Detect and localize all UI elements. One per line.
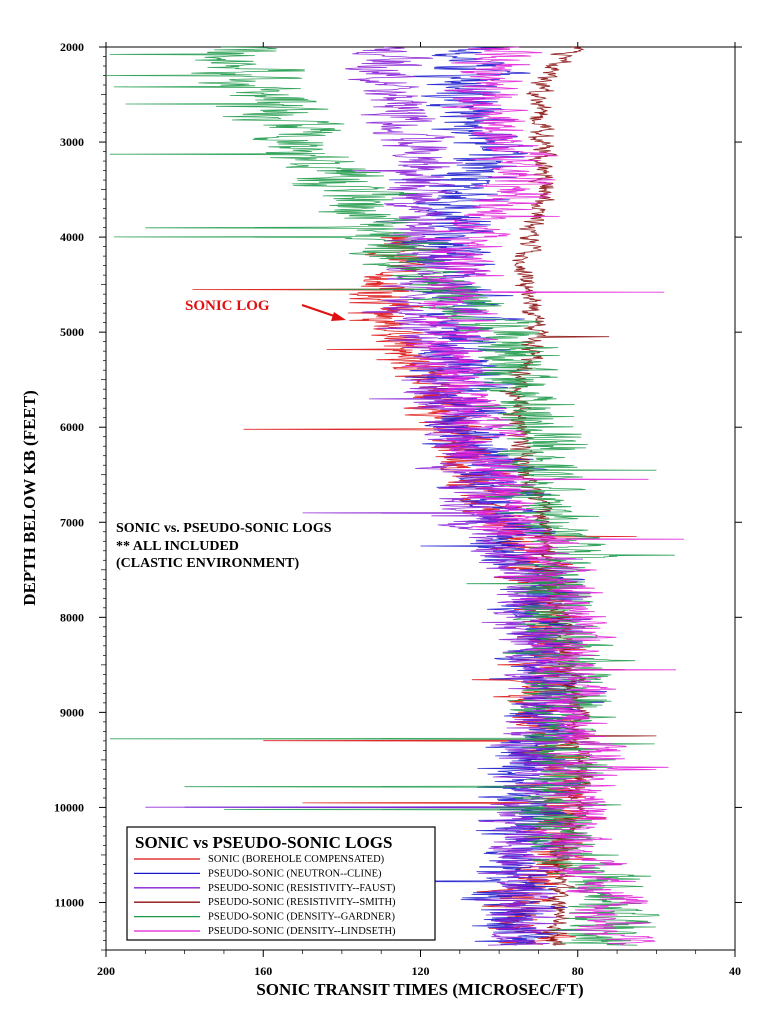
series-layer <box>105 46 684 946</box>
legend-label-3: PSEUDO-SONIC (RESISTIVITY--FAUST) <box>208 883 396 894</box>
y-tick-label: 3000 <box>60 135 84 149</box>
callout-arrow-head <box>331 312 346 321</box>
x-tick-label: 200 <box>97 964 115 978</box>
x-axis-title: SONIC TRANSIT TIMES (MICROSEC/FT) <box>256 980 583 999</box>
x-tick-label: 80 <box>572 964 584 978</box>
y-tick-label: 9000 <box>60 705 84 719</box>
y-tick-label: 10000 <box>54 800 84 814</box>
y-tick-label: 2000 <box>60 40 84 54</box>
legend-label-2: PSEUDO-SONIC (NEUTRON--CLINE) <box>208 868 382 879</box>
y-tick-label: 6000 <box>60 420 84 434</box>
x-tick-label: 40 <box>729 964 741 978</box>
legend: SONIC vs PSEUDO-SONIC LOGS SONIC (BOREHO… <box>126 826 436 941</box>
x-tick-label: 160 <box>254 964 272 978</box>
y-tick-label: 7000 <box>60 515 84 529</box>
axis-layer: 2000 3000 4000 5000 6000 7000 8000 9000 10000 110… <box>54 40 742 978</box>
legend-label-4: PSEUDO-SONIC (RESISTIVITY--SMITH) <box>208 897 396 908</box>
legend-label-6: PSEUDO-SONIC (DENSITY--LINDSETH) <box>208 926 396 937</box>
note-block: SONIC vs. PSEUDO-SONIC LOGS ** ALL INCLU… <box>116 521 332 571</box>
y-tick-label: 4000 <box>60 230 84 244</box>
x-tick-label: 120 <box>412 964 430 978</box>
y-tick-label: 5000 <box>60 325 84 339</box>
legend-items: SONIC (BOREHOLE COMPENSATED) PSEUDO-SONIC… <box>134 854 396 937</box>
note-line-3: (CLASTIC ENVIRONMENT) <box>116 556 300 571</box>
note-line-1: SONIC vs. PSEUDO-SONIC LOGS <box>116 521 332 536</box>
sonic-log-callout: SONIC LOG <box>185 298 270 314</box>
legend-label-5: PSEUDO-SONIC (DENSITY--GARDNER) <box>208 912 395 923</box>
note-line-2: ** ALL INCLUDED <box>116 539 239 554</box>
y-tick-label: 11000 <box>55 895 84 909</box>
legend-label-1: SONIC (BOREHOLE COMPENSATED) <box>208 854 385 865</box>
legend-title: SONIC vs PSEUDO-SONIC LOGS <box>135 833 392 852</box>
y-axis-title: DEPTH BELOW KB (FEET) <box>20 390 39 606</box>
legend-box <box>126 826 436 941</box>
y-tick-label: 8000 <box>60 610 84 624</box>
series-line-6 <box>401 46 684 946</box>
